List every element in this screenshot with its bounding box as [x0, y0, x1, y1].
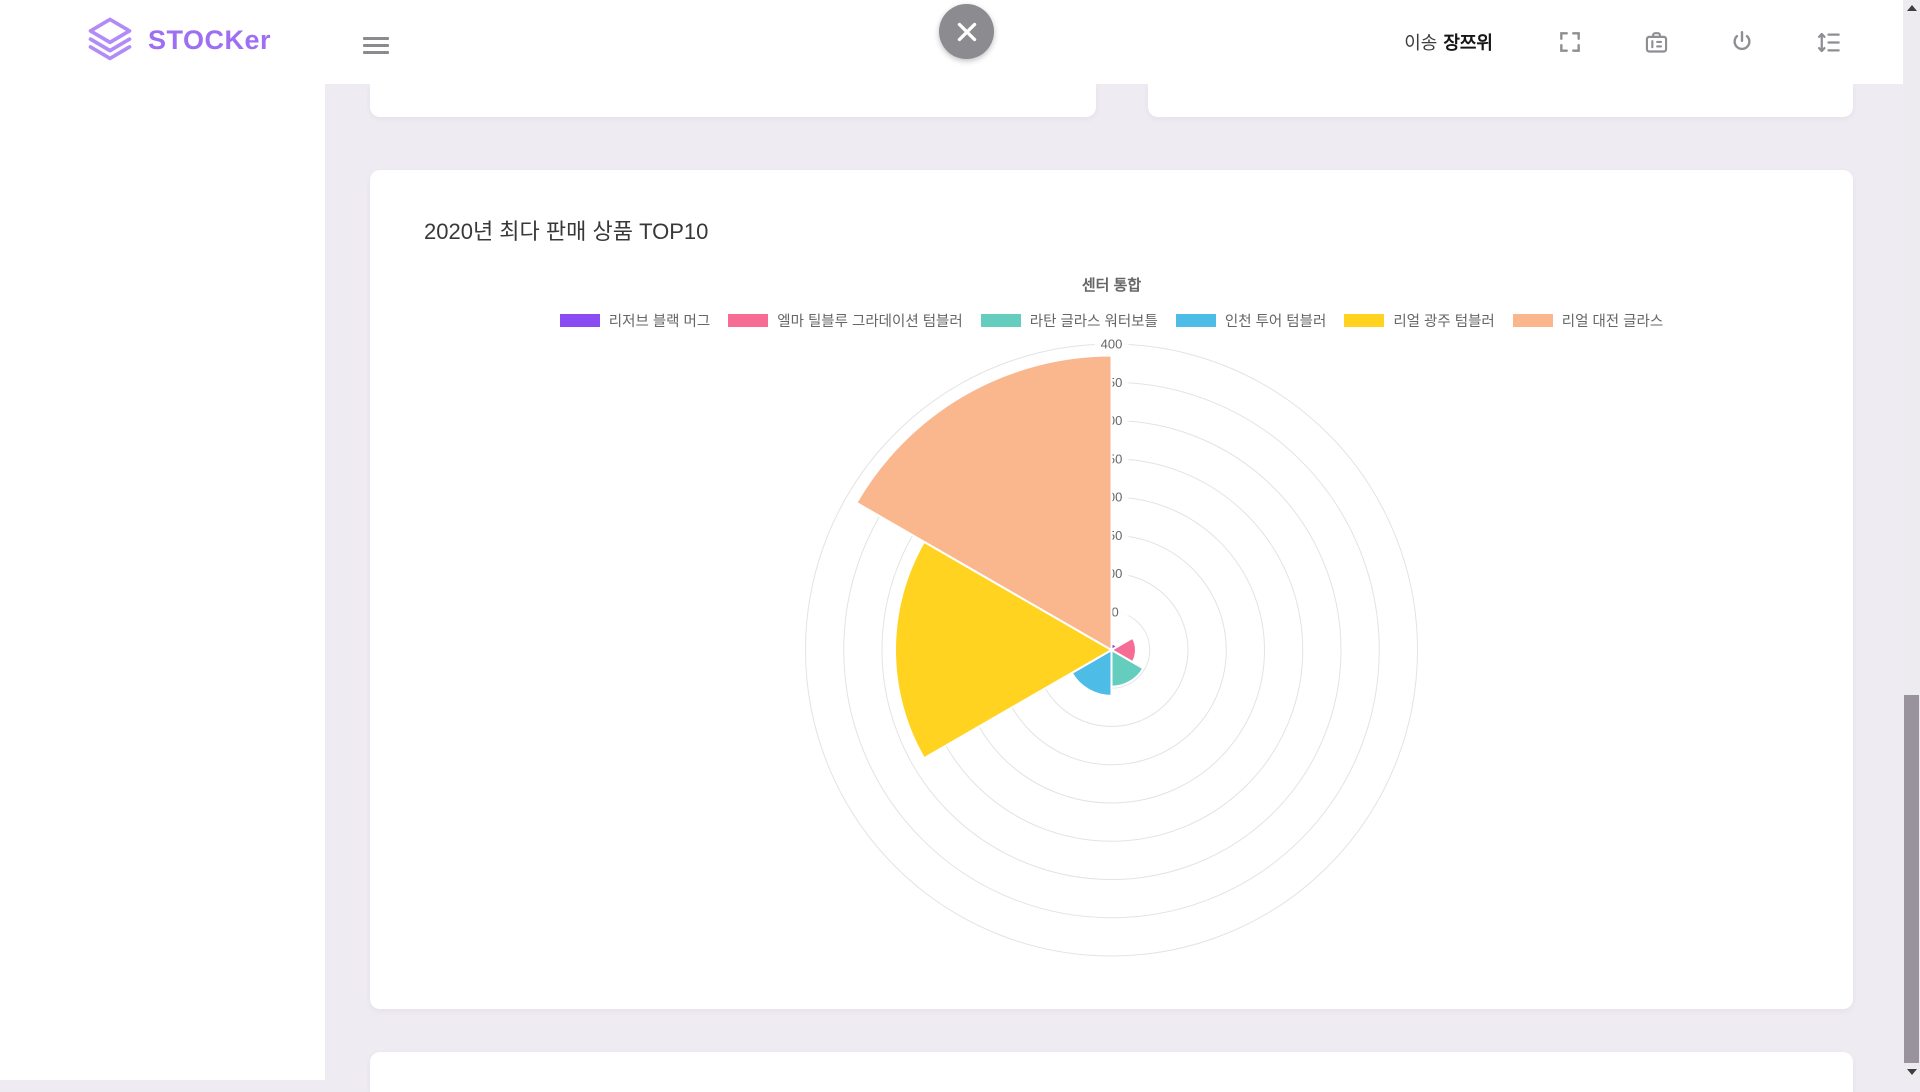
app-logo: STOCKer — [84, 14, 271, 66]
legend-item[interactable]: 리저브 블랙 머그 — [559, 310, 711, 331]
legend-item[interactable]: 인천 투어 텀블러 — [1175, 310, 1327, 331]
scrollbar-thumb[interactable] — [1904, 695, 1919, 1063]
card-fragment-left — [370, 84, 1096, 117]
chart-title: 센터 통합 — [1081, 277, 1142, 294]
power-icon — [1733, 31, 1751, 51]
chart-sector[interactable] — [855, 354, 1113, 652]
chart-sector[interactable] — [894, 540, 1114, 760]
legend-label: 인천 투어 텀블러 — [1224, 314, 1327, 330]
line-spacing-button[interactable] — [1813, 27, 1843, 57]
scroll-up-button[interactable] — [1903, 0, 1920, 16]
fullscreen-icon — [1560, 32, 1580, 52]
legend-item[interactable]: 엘마 틸블루 그라데이션 텀블러 — [728, 310, 963, 331]
layers-icon — [88, 17, 132, 61]
hamburger-menu-button[interactable] — [363, 30, 397, 60]
top10-chart-card: 2020년 최다 판매 상품 TOP10 센터 통합 리저브 블랙 머그 엘마 틸… — [370, 170, 1853, 1009]
arrow-up-icon — [1906, 5, 1917, 11]
legend-swatch-icon — [1175, 314, 1216, 327]
legend-label: 엘마 틸블루 그라데이션 텀블러 — [777, 314, 963, 330]
chart-legend: 리저브 블랙 머그 엘마 틸블루 그라데이션 텀블러 라탄 글라스 워터보틀 인천 투… — [370, 310, 1853, 331]
card-title: 2020년 최다 판매 상품 TOP10 — [424, 219, 709, 244]
app-name: STOCKer — [148, 24, 272, 55]
briefcase-icon — [1645, 31, 1667, 53]
legend-item[interactable]: 리얼 광주 텀블러 — [1344, 310, 1495, 331]
arrow-down-icon — [1906, 1069, 1917, 1075]
close-icon — [957, 22, 976, 41]
tick-label: 400 — [1101, 337, 1123, 352]
legend-item[interactable]: 라탄 글라스 워터보틀 — [980, 310, 1158, 331]
legend-item[interactable]: 리얼 대전 글라스 — [1512, 310, 1664, 331]
legend-swatch-icon — [728, 314, 769, 327]
legend-label: 리저브 블랙 머그 — [608, 314, 711, 330]
legend-label: 리얼 대전 글라스 — [1561, 314, 1664, 330]
hamburger-menu-icon — [363, 36, 389, 40]
close-button[interactable] — [939, 4, 994, 59]
card-fragment-right — [1148, 84, 1853, 117]
power-button[interactable] — [1727, 27, 1757, 57]
user-name[interactable]: 이송 장쯔위 — [1404, 33, 1493, 53]
fullscreen-button[interactable] — [1555, 27, 1585, 57]
tick-backdrop — [1094, 335, 1129, 353]
legend-swatch-icon — [1344, 314, 1385, 327]
page-scrollbar[interactable] — [1903, 0, 1920, 1080]
briefcase-button[interactable] — [1641, 27, 1671, 57]
legend-swatch-icon — [980, 314, 1021, 327]
line-spacing-icon — [1817, 32, 1840, 52]
legend-swatch-icon — [1512, 314, 1553, 327]
polar-area-chart[interactable]: 50100150200250300350400 — [370, 170, 1853, 1009]
card-fragment-bottom — [370, 1052, 1853, 1092]
legend-label: 라탄 글라스 워터보틀 — [1029, 314, 1158, 330]
legend-label: 리얼 광주 텀블러 — [1393, 314, 1495, 330]
sidebar — [0, 0, 325, 1080]
legend-swatch-icon — [559, 314, 600, 327]
scroll-down-button[interactable] — [1903, 1064, 1920, 1080]
